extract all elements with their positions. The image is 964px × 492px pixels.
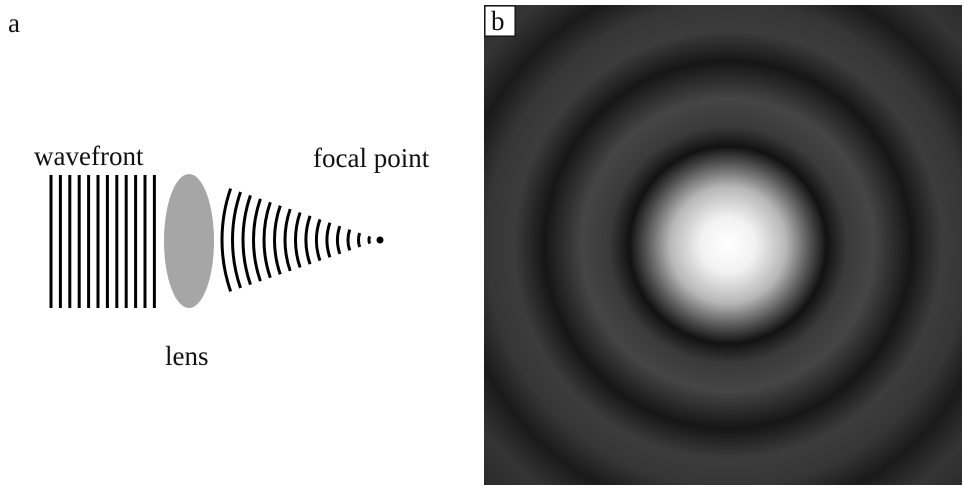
converging-wavefront [222, 189, 370, 292]
wavefront-arc [317, 219, 320, 260]
page: a wavefront focal point lens b (() => { … [0, 0, 964, 487]
wavefront-arc [254, 199, 261, 281]
lens [164, 174, 214, 308]
wavefront-label: wavefront [34, 141, 144, 171]
wavefront-arc [232, 192, 240, 288]
wavefront-arc [296, 212, 301, 267]
plane-wavefront [51, 175, 154, 308]
wavefront-arc [348, 230, 350, 251]
focal-point-label: focal point [313, 143, 430, 173]
wavefront-arc [275, 206, 281, 275]
wavefront-arc [243, 195, 250, 284]
airy-pattern [484, 5, 962, 485]
wavefront-arc [338, 226, 340, 254]
wavefront-arc [359, 233, 360, 247]
focal-point [377, 237, 384, 244]
lens-label: lens [165, 341, 209, 371]
wavefront-arc [285, 209, 290, 271]
wavefront-arc [369, 236, 370, 243]
panel-label: a [8, 8, 20, 38]
panel-label: b [491, 6, 505, 36]
wavefront-arc [327, 223, 330, 258]
wavefront-arc [222, 189, 231, 292]
wavefront-arc [306, 216, 310, 264]
figure: a wavefront focal point lens b [0, 0, 964, 487]
wavefront-arc [264, 202, 270, 278]
